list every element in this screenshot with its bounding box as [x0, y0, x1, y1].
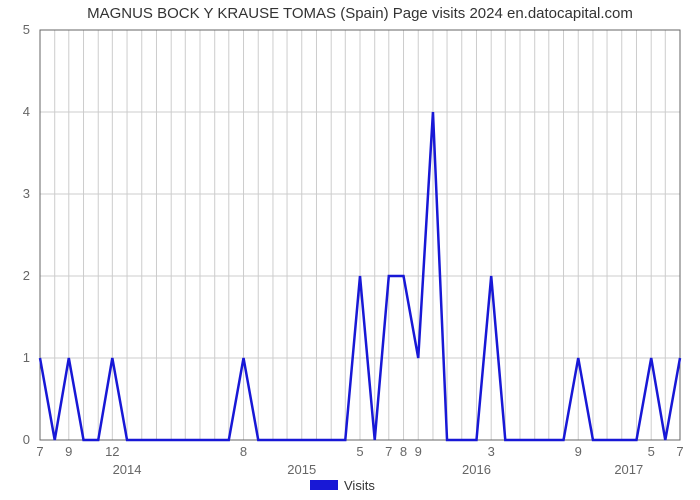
x-tick-label: 8	[400, 444, 407, 459]
chart-title: MAGNUS BOCK Y KRAUSE TOMAS (Spain) Page …	[87, 5, 633, 22]
x-tick-label: 9	[575, 444, 582, 459]
x-year-label: 2017	[614, 462, 643, 477]
x-tick-label: 9	[415, 444, 422, 459]
y-tick-label: 4	[23, 104, 30, 119]
legend-swatch	[310, 480, 338, 490]
x-tick-label: 5	[648, 444, 655, 459]
y-tick-label: 1	[23, 350, 30, 365]
x-year-label: 2014	[113, 462, 142, 477]
x-tick-label: 8	[240, 444, 247, 459]
chart-container: MAGNUS BOCK Y KRAUSE TOMAS (Spain) Page …	[0, 0, 700, 500]
x-tick-label: 7	[385, 444, 392, 459]
x-tick-label: 3	[488, 444, 495, 459]
x-tick-label: 12	[105, 444, 119, 459]
x-year-label: 2015	[287, 462, 316, 477]
x-tick-label: 5	[356, 444, 363, 459]
y-tick-label: 3	[23, 186, 30, 201]
line-chart: MAGNUS BOCK Y KRAUSE TOMAS (Spain) Page …	[0, 0, 700, 500]
x-tick-label: 7	[36, 444, 43, 459]
x-tick-label: 9	[65, 444, 72, 459]
y-tick-label: 5	[23, 22, 30, 37]
x-year-label: 2016	[462, 462, 491, 477]
x-tick-label: 7	[676, 444, 683, 459]
y-tick-label: 2	[23, 268, 30, 283]
y-tick-label: 0	[23, 432, 30, 447]
legend-label: Visits	[344, 478, 375, 493]
